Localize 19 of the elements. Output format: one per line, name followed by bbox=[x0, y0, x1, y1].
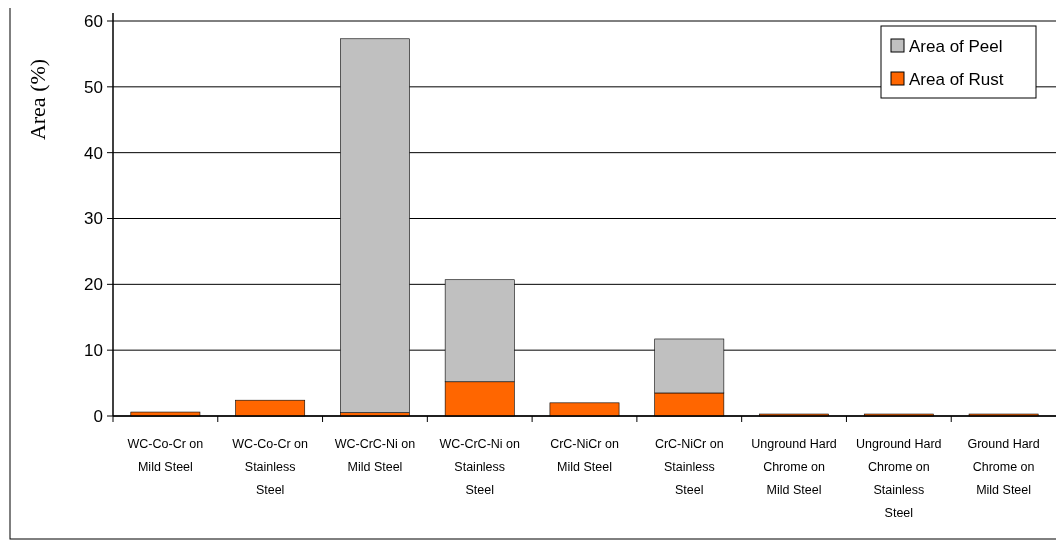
x-tick-label: WC-Co-Cr on Mild Steel bbox=[127, 437, 204, 474]
x-tick-label: Unground Hard Chrome on Mild Steel bbox=[751, 437, 837, 497]
x-tick-label: WC-CrC-Ni on Mild Steel bbox=[334, 437, 416, 474]
y-tick-label: 50 bbox=[84, 77, 103, 97]
y-tick-label: 10 bbox=[84, 341, 103, 361]
y-tick-label: 60 bbox=[84, 11, 103, 31]
x-tick-label: WC-Co-Cr on Stainless Steel bbox=[232, 437, 309, 497]
y-tick-label: 0 bbox=[93, 406, 103, 426]
x-tick-label: CrC-NiCr on Mild Steel bbox=[550, 437, 619, 474]
y-axis-title: Area (%) bbox=[25, 58, 50, 141]
y-tick-label: 30 bbox=[84, 209, 103, 229]
y-tick-label: 20 bbox=[84, 275, 103, 295]
x-tick-label: WC-CrC-Ni on Stainless Steel bbox=[439, 437, 521, 497]
y-tick-label: 40 bbox=[84, 143, 103, 163]
legend-label: Area of Rust bbox=[909, 69, 1004, 89]
x-tick-label: Unground Hard Chrome on Stainless Steel bbox=[856, 437, 942, 520]
x-tick-label: CrC-NiCr on Stainless Steel bbox=[654, 437, 724, 497]
x-tick-label: Ground Hard Chrome on Mild Steel bbox=[967, 437, 1040, 497]
legend-label: Area of Peel bbox=[909, 36, 1003, 56]
